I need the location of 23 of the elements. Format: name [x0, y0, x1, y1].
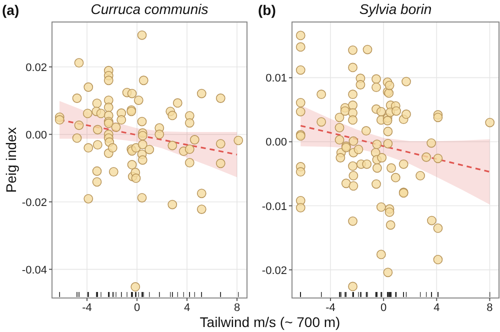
- y-tick-label: -0.04: [22, 264, 47, 276]
- y-tick-label: -0.01: [262, 200, 287, 213]
- text: (a): [2, 2, 20, 18]
- y-tick-label: 0.00: [26, 129, 47, 142]
- y-tick-label: -0.02: [262, 264, 287, 277]
- x-axis-title: Tailwind m/s (~ 700 m): [200, 314, 340, 330]
- y-tick-label: 0.00: [266, 136, 287, 149]
- y-tick-label: -0.02: [22, 196, 47, 209]
- x-tick-label: -4: [326, 302, 336, 314]
- chart-title: Curruca communis: [90, 1, 208, 17]
- y-tick-label: 0.02: [26, 62, 47, 74]
- x-tick-label: 8: [486, 302, 493, 314]
- y-tick-label: 0.01: [266, 72, 287, 85]
- x-tick-label: 4: [184, 302, 190, 314]
- line-series: [300, 124, 491, 173]
- x-tick-label: -4: [82, 302, 92, 314]
- x-tick-label: 0: [380, 302, 387, 314]
- y-axis-title: Peig index: [3, 127, 19, 193]
- x-tick-label: 8: [234, 302, 240, 314]
- text: (b): [258, 2, 276, 18]
- x-tick-label: 4: [434, 302, 440, 314]
- x-tick-label: 0: [134, 302, 140, 314]
- chart-title: Sylvia borin: [359, 1, 432, 17]
